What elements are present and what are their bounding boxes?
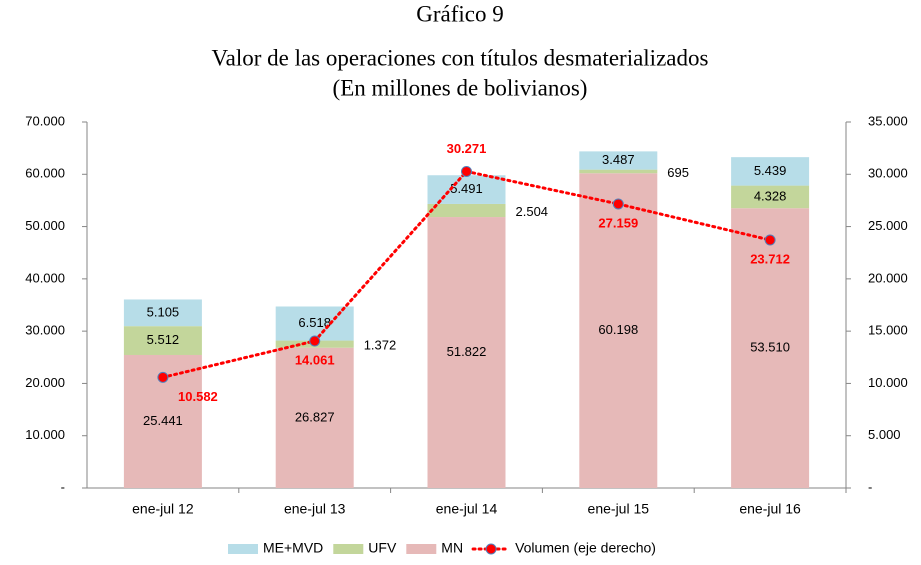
- bar-segment: [427, 203, 506, 218]
- chart-subtitle: Valor de las operaciones con títulos des…: [212, 45, 709, 70]
- y2-tick-label: 5.000: [868, 427, 901, 442]
- chart-subtitle: (En millones de bolivianos): [333, 75, 588, 100]
- legend-swatch: [333, 544, 364, 554]
- data-label: 5.512: [147, 332, 180, 347]
- data-label: 25.441: [143, 413, 183, 428]
- line-marker: [309, 335, 321, 347]
- y2-tick-label: 25.000: [868, 218, 908, 233]
- data-label: 5.439: [754, 163, 787, 178]
- y2-tick-label: 20.000: [868, 270, 908, 285]
- y2-tick-label: 10.000: [868, 375, 908, 390]
- y-tick-label: 40.000: [25, 270, 65, 285]
- legend-label: UFV: [368, 540, 397, 556]
- x-tick-label: ene-jul 13: [284, 501, 346, 517]
- data-label: 1.372: [364, 338, 397, 353]
- bar-segment: [427, 217, 506, 488]
- data-label: 5.105: [147, 304, 180, 319]
- bar-segment: [579, 169, 658, 174]
- data-label: 2.504: [516, 204, 549, 219]
- y-tick-label: 60.000: [25, 166, 65, 181]
- line-marker: [157, 371, 169, 383]
- y-tick-label: 70.000: [25, 113, 65, 128]
- x-tick-label: ene-jul 14: [436, 501, 498, 517]
- data-label: 51.822: [447, 344, 487, 359]
- legend-label: MN: [441, 540, 463, 556]
- data-label: 6.518: [298, 315, 331, 330]
- legend-label: ME+MVD: [263, 540, 323, 556]
- legend-label: Volumen (eje derecho): [515, 540, 656, 556]
- y-tick-label: 10.000: [25, 427, 65, 442]
- bar-segment: [731, 157, 810, 186]
- data-label: 26.827: [295, 409, 335, 424]
- chart-title: Gráfico 9: [416, 1, 504, 26]
- data-label: 695: [667, 165, 689, 180]
- x-tick-label: ene-jul 12: [132, 501, 194, 517]
- y-tick-label: 20.000: [25, 375, 65, 390]
- y2-tick-label: 15.000: [868, 323, 908, 338]
- x-tick-label: ene-jul 15: [588, 501, 650, 517]
- data-label: 3.487: [602, 152, 635, 167]
- line-label: 30.271: [447, 141, 487, 156]
- data-label: 4.328: [754, 188, 787, 203]
- bar-segment: [123, 326, 202, 355]
- line-label: 10.582: [178, 389, 218, 404]
- line-label: 27.159: [598, 215, 638, 230]
- y2-tick-label: -: [868, 479, 872, 494]
- legend-swatch: [485, 543, 497, 555]
- bar-segment: [731, 185, 810, 209]
- line-marker: [612, 198, 624, 210]
- bar-segment: [579, 151, 658, 170]
- line-label: 23.712: [750, 251, 790, 266]
- bar-segment: [275, 347, 354, 488]
- y2-tick-label: 30.000: [868, 166, 908, 181]
- legend-swatch: [228, 544, 258, 554]
- bar-segment: [579, 173, 658, 488]
- y-tick-label: -: [61, 479, 65, 494]
- y-tick-label: 50.000: [25, 218, 65, 233]
- y-tick-label: 30.000: [25, 323, 65, 338]
- bar-segment: [731, 208, 810, 488]
- data-label: 53.510: [750, 340, 790, 355]
- data-label: 60.198: [598, 322, 638, 337]
- x-tick-label: ene-jul 16: [739, 501, 801, 517]
- bar-segment: [123, 299, 202, 327]
- legend-swatch: [406, 544, 437, 554]
- y2-tick-label: 35.000: [868, 113, 908, 128]
- line-marker: [764, 234, 776, 246]
- line-marker: [461, 165, 472, 177]
- data-label: 5.491: [450, 181, 483, 196]
- line-label: 14.061: [295, 352, 335, 367]
- bar-segment: [427, 175, 506, 204]
